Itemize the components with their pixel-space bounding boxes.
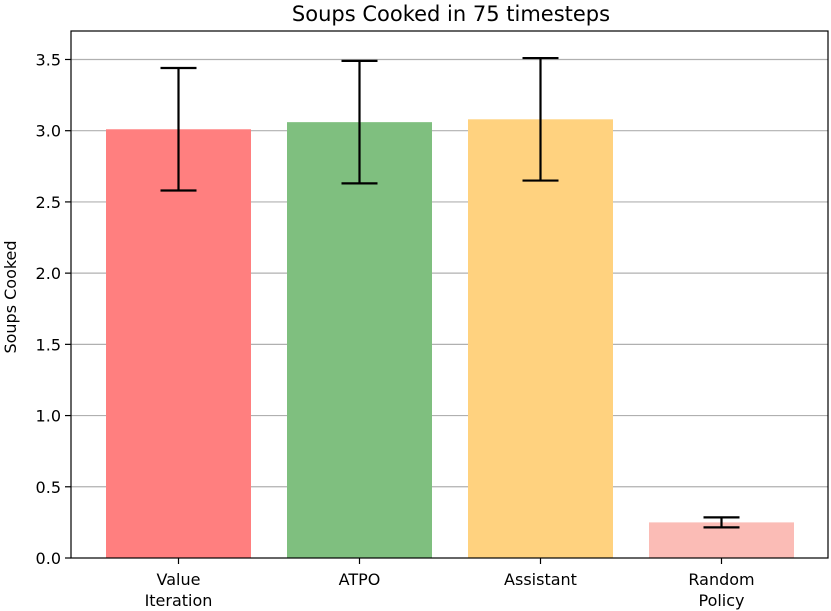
error-bar — [703, 516, 740, 529]
x-tick-label: Value Iteration — [145, 570, 213, 610]
y-axis-label: Soups Cooked — [1, 240, 20, 353]
y-tick-label: 1.0 — [36, 407, 61, 426]
x-tick-label: ATPO — [339, 570, 381, 589]
error-bar — [522, 56, 559, 182]
y-tick-label: 2.0 — [36, 264, 61, 283]
y-tick-label: 2.5 — [36, 193, 61, 212]
y-tick-label: 3.0 — [36, 122, 61, 141]
plot-frame — [70, 30, 829, 559]
error-bar — [341, 59, 378, 185]
chart-title: Soups Cooked in 75 timesteps — [292, 2, 610, 26]
x-axis-ticks: Value Iteration ATPO Assistant Random Policy — [145, 558, 755, 610]
y-axis-ticks: 0.0 0.5 1.0 1.5 2.0 2.5 3.0 3.5 — [36, 50, 71, 568]
y-tick-label: 1.5 — [36, 335, 61, 354]
x-tick-label: Random Policy — [688, 570, 754, 610]
bars — [106, 119, 794, 559]
bar — [106, 129, 251, 558]
x-tick-label: Assistant — [504, 570, 577, 589]
error-bars — [160, 56, 740, 529]
bar — [468, 119, 613, 558]
y-tick-label: 0.5 — [36, 478, 61, 497]
y-tick-label: 0.0 — [36, 549, 61, 568]
bar — [287, 122, 432, 559]
error-bar — [160, 66, 197, 192]
y-tick-label: 3.5 — [36, 50, 61, 69]
